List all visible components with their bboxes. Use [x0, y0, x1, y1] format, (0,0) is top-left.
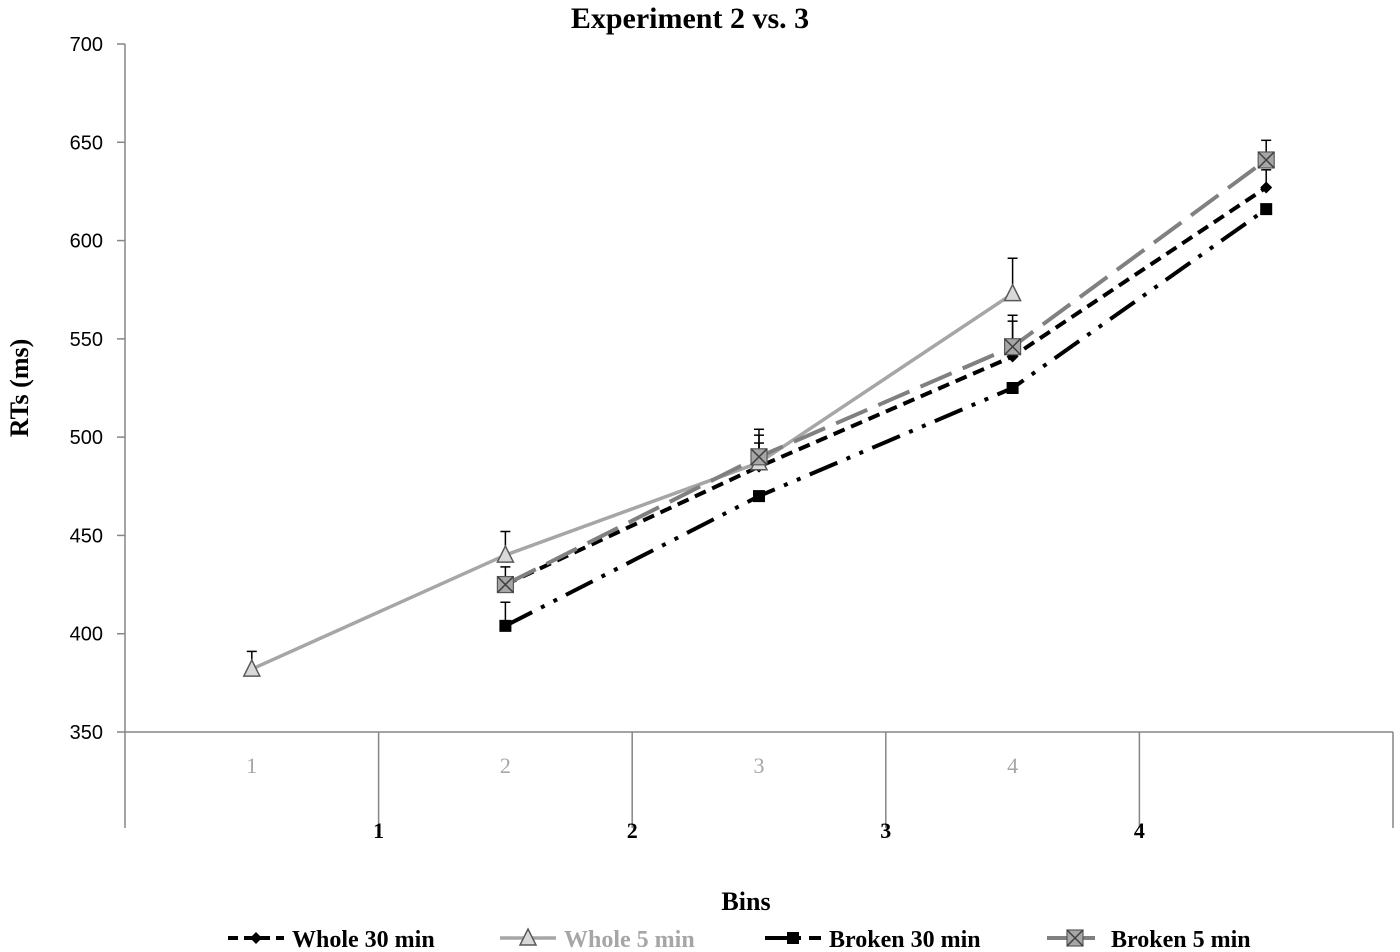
legend-item: Broken 5 min: [1047, 927, 1251, 952]
category-label-upper: 1: [246, 753, 257, 778]
series-line-1: [504, 185, 1268, 587]
y-tick-label: 600: [70, 231, 103, 253]
legend-label: Whole 5 min: [564, 927, 695, 952]
series-layer: [242, 139, 1275, 677]
y-tick-label: 650: [70, 132, 103, 154]
legend-marker: [518, 927, 538, 946]
data-point: [1003, 282, 1022, 302]
data-point: [1257, 151, 1275, 169]
category-label-lower: 3: [880, 818, 891, 843]
y-axis-label: RTs (ms): [5, 339, 34, 438]
legend-item: Whole 5 min: [500, 927, 695, 952]
y-tick-label: 450: [70, 525, 103, 547]
legend-marker: [787, 932, 799, 944]
x-axis-label: Bins: [721, 887, 770, 916]
legend-item: Whole 30 min: [228, 927, 435, 952]
data-point: [753, 490, 765, 503]
data-point: [496, 544, 515, 563]
y-tick-label: 700: [70, 34, 103, 56]
y-tick-label: 550: [70, 329, 103, 351]
category-label-lower: 2: [627, 818, 638, 843]
data-point: [1260, 203, 1273, 216]
legend: Whole 30 min Whole 5 min Broken 30 min Brok…: [228, 927, 1251, 952]
data-point: [496, 575, 514, 594]
legend-label: Whole 30 min: [292, 927, 435, 952]
legend-marker: [250, 932, 262, 944]
legend-item: Broken 30 min: [765, 927, 981, 952]
y-tick-label: 400: [70, 624, 103, 646]
legend-label: Broken 5 min: [1111, 927, 1251, 952]
series-line-3: [504, 207, 1268, 628]
data-point: [242, 658, 262, 677]
legend-marker: [1066, 929, 1084, 947]
data-point: [1003, 338, 1022, 356]
category-label-upper: 4: [1007, 753, 1018, 778]
series-line-2: [251, 292, 1014, 671]
category-label-lower: 4: [1134, 818, 1145, 843]
y-tick-label: 500: [70, 427, 103, 449]
category-label-upper: 3: [754, 753, 765, 778]
data-point: [499, 619, 512, 632]
category-label-upper: 2: [500, 753, 511, 778]
category-label-lower: 1: [373, 818, 384, 843]
y-tick-label: 350: [70, 722, 103, 744]
series-line-4: [504, 158, 1268, 587]
legend-label: Broken 30 min: [829, 927, 981, 952]
chart-title: Experiment 2 vs. 3: [571, 2, 809, 35]
data-point: [750, 448, 768, 466]
axes: 350 400 450 500 550 600 650 700 1 2 3 4 1 2 3 4: [70, 34, 1394, 843]
data-point: [1006, 382, 1019, 394]
data-point: [1260, 181, 1273, 194]
